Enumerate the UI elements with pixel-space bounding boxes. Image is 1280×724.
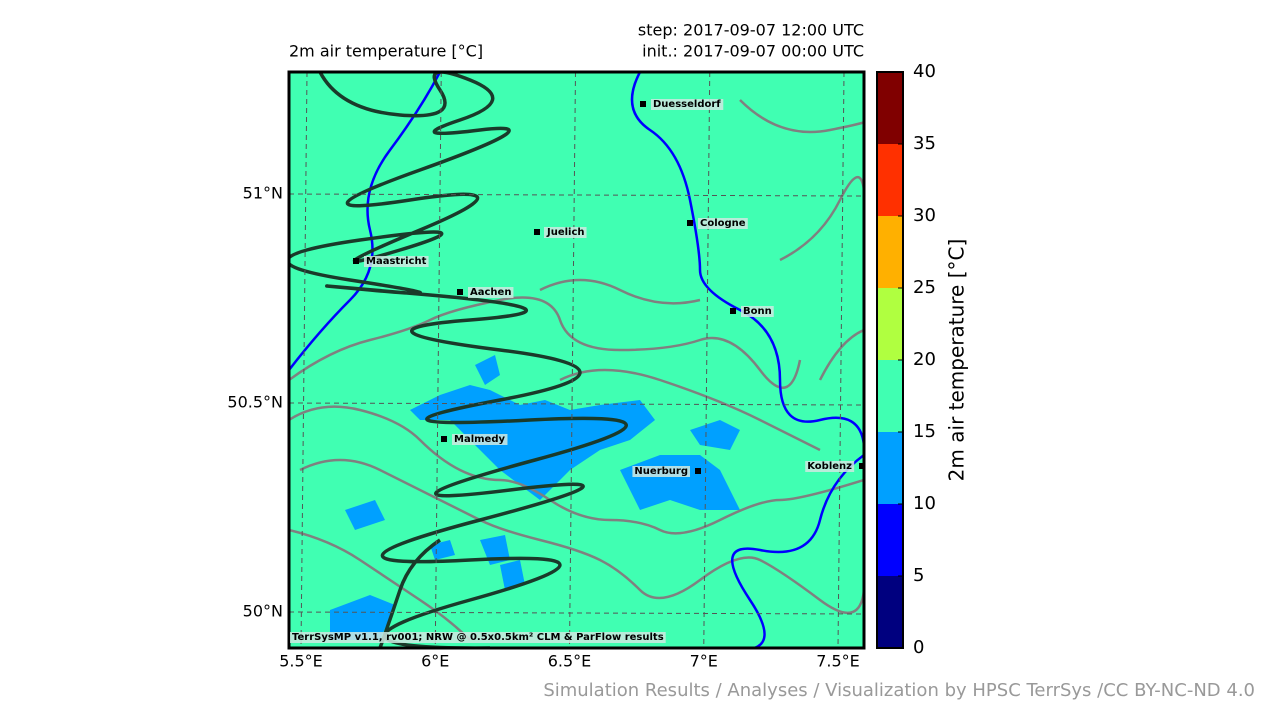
- city-label: Malmedy: [454, 434, 505, 445]
- colorbar-label: 2m air temperature [°C]: [945, 239, 969, 482]
- lon-tick-label: 6.5°E: [548, 652, 592, 671]
- city-marker: [695, 468, 701, 474]
- map-footer: TerrSysMP v1.1, rv001; NRW @ 0.5x0.5km² …: [292, 632, 664, 643]
- lon-tick-label: 5.5°E: [279, 652, 323, 671]
- city-label: Koblenz: [807, 461, 852, 472]
- city-label-bg: [741, 306, 774, 317]
- colorbar-band: [877, 72, 903, 144]
- init-time: init.: 2017-09-07 00:00 UTC: [642, 42, 864, 61]
- colorbar-band: [877, 216, 903, 288]
- city-label: Duesseldorf: [653, 99, 721, 110]
- city-label-bg: [544, 227, 587, 238]
- grid-line: [703, 72, 711, 648]
- grid-line: [569, 72, 576, 648]
- city-label: Maastricht: [366, 256, 427, 267]
- city-marker: [441, 436, 447, 442]
- colorbar-tick-label: 30: [913, 205, 936, 226]
- city-marker: [730, 308, 736, 314]
- colorbar-tick-label: 25: [913, 277, 936, 298]
- city-marker: [353, 258, 359, 264]
- lat-tick-label: 50°N: [243, 602, 283, 621]
- colorbar-band: [877, 360, 903, 432]
- city-label-bg: [805, 461, 855, 472]
- city-label: Juelich: [546, 227, 585, 238]
- colorbar-band: [877, 144, 903, 216]
- city-marker: [640, 101, 646, 107]
- lon-tick-label: 7.5°E: [816, 652, 860, 671]
- terrain-contours: [289, 99, 864, 641]
- city-label-bg: [452, 434, 508, 445]
- colorbar-band: [877, 288, 903, 360]
- grid-line: [434, 72, 442, 648]
- lat-tick-label: 50.5°N: [227, 393, 283, 412]
- grid-line: [289, 193, 864, 197]
- grid-line: [289, 611, 864, 615]
- lon-tick-label: 7°E: [690, 652, 718, 671]
- city-marker: [687, 220, 693, 226]
- colorbar-band: [877, 576, 903, 648]
- city-label-bg: [632, 466, 690, 477]
- lon-tick-label: 6°E: [421, 652, 449, 671]
- map-area: [289, 72, 864, 648]
- colorbar-tick-label: 0: [913, 637, 924, 658]
- colorbar-tick-label: 5: [913, 565, 924, 586]
- lat-tick-label: 51°N: [243, 184, 283, 203]
- map-frame: [287, 70, 866, 650]
- city-label-bg: [468, 287, 514, 298]
- colorbar-tick-label: 15: [913, 421, 936, 442]
- city-marker: [534, 229, 540, 235]
- map-title: 2m air temperature [°C]: [289, 42, 483, 61]
- borders: [289, 72, 628, 648]
- city-label-bg: [651, 99, 724, 110]
- colorbar-band: [877, 504, 903, 576]
- rivers: [289, 72, 864, 648]
- city-marker: [859, 463, 865, 469]
- city-label-bg: [364, 256, 429, 267]
- city-marker: [457, 289, 463, 295]
- grid-line: [289, 402, 864, 406]
- footer-bg: [290, 632, 666, 643]
- colorbar-band: [877, 432, 903, 504]
- step-time: step: 2017-09-07 12:00 UTC: [638, 21, 864, 40]
- city-label: Cologne: [700, 218, 746, 229]
- city-label: Bonn: [743, 306, 772, 317]
- grid-line: [837, 72, 845, 648]
- colorbar-tick-label: 10: [913, 493, 936, 514]
- credit: Simulation Results / Analyses / Visualiz…: [543, 680, 1255, 701]
- grid-line: [300, 72, 308, 648]
- city-label-bg: [698, 218, 748, 229]
- colorbar-tick-label: 35: [913, 133, 936, 154]
- city-label: Nuerburg: [634, 466, 688, 477]
- colorbar-tick-label: 20: [913, 349, 936, 370]
- city-label: Aachen: [470, 287, 511, 298]
- colorbar-tick-label: 40: [913, 61, 936, 82]
